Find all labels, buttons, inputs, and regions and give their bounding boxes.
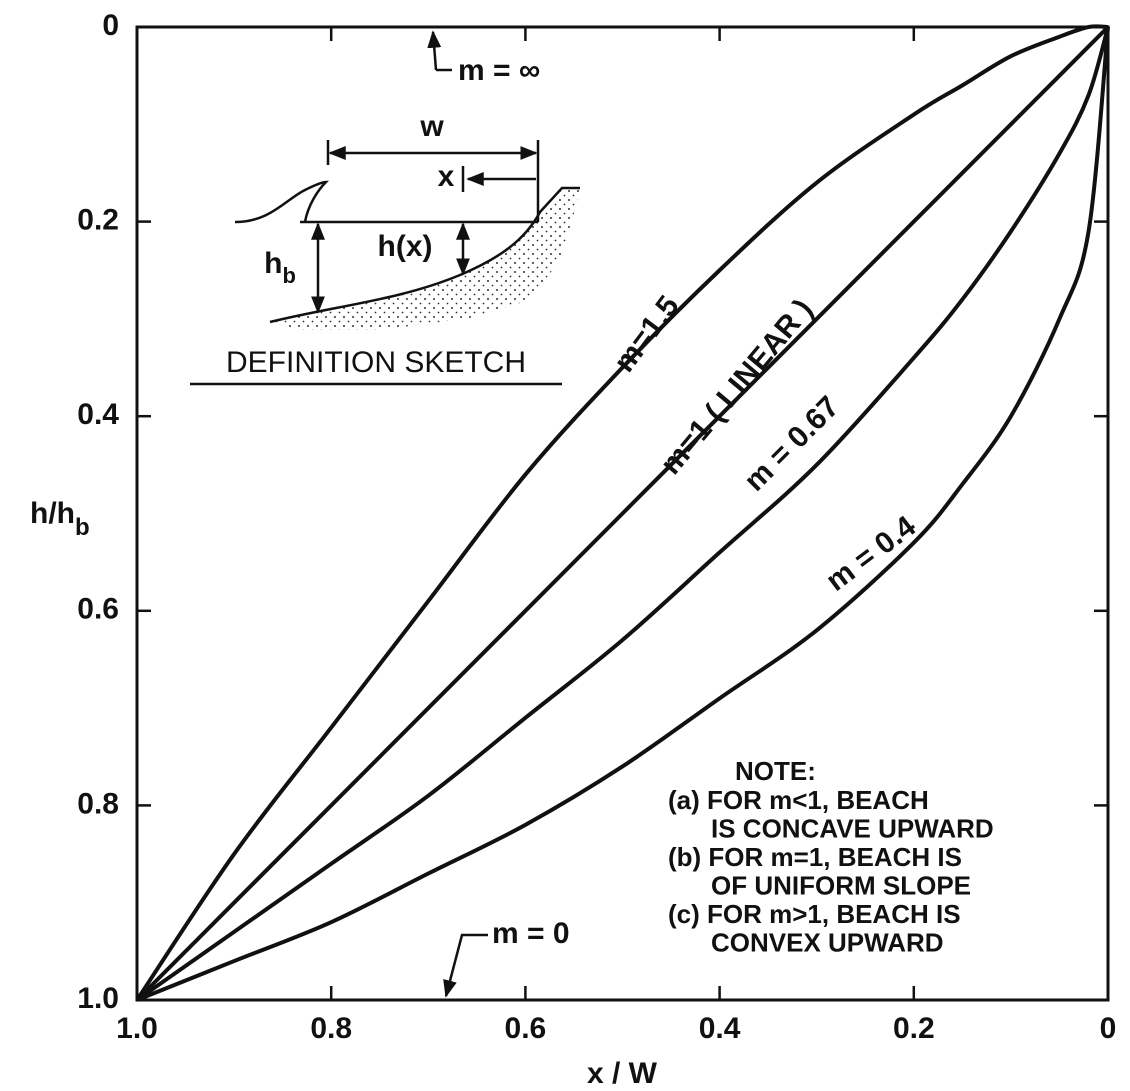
note-line: (a) FOR m<1, BEACH [668, 785, 929, 815]
curve [135, 26, 1110, 1002]
y-tick-label: 0.2 [77, 204, 119, 237]
curve [135, 25, 1110, 1002]
sketch-hb: hb [264, 247, 296, 288]
x-tick-label: 0.6 [505, 1012, 547, 1045]
note-line: IS CONCAVE UPWARD [711, 813, 994, 843]
y-axis-label: h/hb [30, 497, 90, 541]
sketch-title: DEFINITION SKETCH [226, 346, 526, 379]
definition-sketch: w x hb h(x) DEFINITION SKETCH [190, 110, 580, 386]
wave [234, 180, 330, 224]
curve-label: m = 0.67 [738, 390, 846, 498]
x-axis-label: x / W [587, 1057, 658, 1090]
y-tick-label: 0.8 [77, 787, 119, 820]
annotation: m = 0 [492, 917, 570, 950]
sketch-w: w [419, 110, 444, 143]
x-tick-label: 0 [1100, 1012, 1117, 1045]
curve [135, 24, 1109, 1002]
sketch-hx: h(x) [378, 230, 433, 263]
sketch-x: x [438, 160, 455, 193]
x-tick-label: 0.8 [310, 1012, 352, 1045]
curve [136, 26, 1110, 1002]
y-tick-label: 0.4 [77, 398, 119, 431]
leader [427, 30, 442, 71]
y-tick-label: 1.0 [77, 982, 119, 1015]
x-tick-label: 0.2 [893, 1012, 935, 1045]
leader [443, 933, 488, 998]
y-tick-label: 0.6 [77, 593, 119, 626]
note-line: CONVEX UPWARD [711, 927, 944, 957]
x-tick-label: 1.0 [116, 1012, 158, 1045]
plot-frame [135, 25, 1110, 1002]
y-tick-label: 0 [102, 9, 119, 42]
x-tick-label: 0.4 [699, 1012, 741, 1045]
curve-label: m=1.5 [608, 290, 686, 378]
note-line: (c) FOR m>1, BEACH IS [668, 899, 961, 929]
annotation: m = ∞ [458, 54, 540, 87]
note-line: (b) FOR m=1, BEACH IS [668, 842, 962, 872]
note-line: OF UNIFORM SLOPE [711, 870, 971, 900]
sand [270, 188, 580, 330]
note-line: NOTE: [735, 756, 816, 786]
